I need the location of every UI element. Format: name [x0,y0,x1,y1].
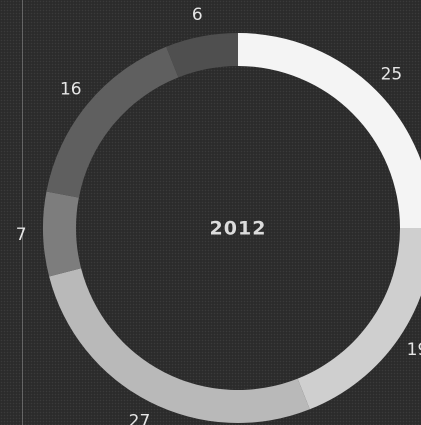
donut-slice-25 [238,33,421,228]
slice-labels: 25 19 27 7 16 6 [16,5,421,425]
slice-label-19: 19 [407,340,421,360]
donut-slice-7 [42,191,82,277]
donut-slice-19 [297,228,421,410]
donut-slices [42,33,421,424]
slice-label-25: 25 [381,65,403,85]
slice-label-27: 27 [129,411,151,425]
slice-label-16: 16 [60,80,82,100]
donut-slice-6 [166,33,238,78]
donut-slice-16 [46,46,179,198]
slice-label-7: 7 [16,225,27,245]
center-year-label: 2012 [210,218,267,240]
donut-slice-27 [49,268,310,424]
slice-label-6: 6 [192,5,203,25]
vertical-divider-line [22,0,23,425]
